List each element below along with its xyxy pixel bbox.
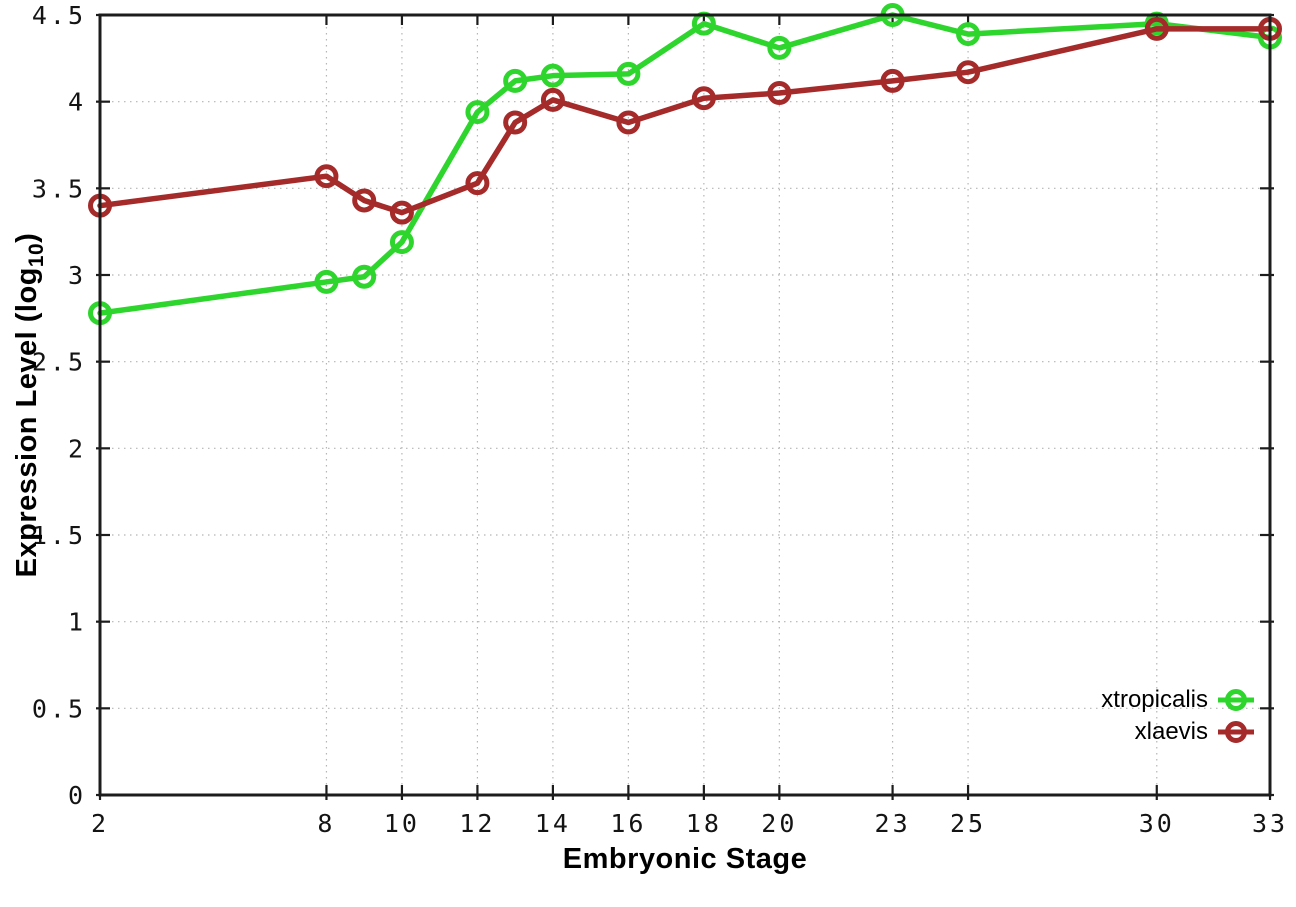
x-tick-label: 25 [950,809,986,838]
data-point-xlaevis-stage-10 [389,200,414,225]
y-tick-label: 1.5 [32,521,86,550]
data-point-xlaevis-stage-12 [465,171,490,196]
x-tick-label: 20 [761,809,797,838]
legend-marker-xtropicalis-icon [1218,687,1254,713]
data-point-xtropicalis-stage-25 [956,22,981,47]
x-tick-label: 14 [535,809,571,838]
data-point-xtropicalis-stage-10 [389,230,414,255]
y-tick-label: 1 [68,608,86,637]
y-tick-label: 4 [68,88,86,117]
data-point-xtropicalis-stage-14 [540,63,565,88]
y-tick-label: 2.5 [32,348,86,377]
plot-border [98,13,1272,797]
y-axis-title-sub: 10 [24,242,48,268]
x-tick-label: 16 [610,809,646,838]
x-tick-label: 33 [1252,809,1288,838]
data-point-xtropicalis-stage-20 [767,35,792,60]
data-point-xlaevis-stage-25 [956,60,981,85]
legend-marker-xlaevis-icon [1218,719,1254,745]
legend-label-xtropicalis: xtropicalis [1101,686,1208,713]
data-point-xtropicalis-stage-8 [314,269,339,294]
series-line-xlaevis [97,26,1273,216]
y-axis-title-main: Expression Level (log [11,267,44,578]
data-point-xlaevis-stage-30 [1144,16,1169,41]
legend-label-xlaevis: xlaevis [1134,718,1208,745]
legend-item-xtropicalis: xtropicalis [1101,684,1254,716]
x-tick-label: 30 [1139,809,1175,838]
y-tick-label: 3.5 [32,174,86,203]
x-tick-label: 18 [686,809,722,838]
data-point-xlaevis-stage-18 [691,86,716,111]
y-axis-title: Expression Level (log10) [11,233,49,578]
x-tick-label: 12 [459,809,495,838]
series-line-xtropicalis [97,12,1273,316]
data-point-xlaevis-stage-8 [314,164,339,189]
data-point-xlaevis-stage-14 [540,87,565,112]
y-tick-label: 2 [68,434,86,463]
y-tick-label: 0 [68,781,86,810]
data-point-xtropicalis-stage-9 [352,264,377,289]
data-point-xlaevis-stage-23 [880,68,905,93]
data-point-xlaevis-stage-16 [616,110,641,135]
legend: xtropicalis xlaevis [1101,684,1254,748]
y-tick-label: 4.5 [32,1,86,30]
x-axis-title: Embryonic Stage [562,843,808,875]
y-tick-label: 3 [68,261,86,290]
data-point-xtropicalis-stage-12 [465,100,490,125]
x-tick-label: 23 [875,809,911,838]
x-tick-label: 2 [91,809,109,838]
x-tick-label: 10 [384,809,420,838]
data-point-xlaevis-stage-13 [503,110,528,135]
data-point-xlaevis-stage-9 [352,188,377,213]
data-point-xtropicalis-stage-16 [616,61,641,86]
data-point-xtropicalis-stage-13 [503,68,528,93]
y-axis-title-end: ) [11,232,44,243]
legend-item-xlaevis: xlaevis [1101,716,1254,748]
data-point-xlaevis-stage-20 [767,81,792,105]
x-tick-label: 8 [317,809,335,838]
y-tick-label: 0.5 [32,694,86,723]
